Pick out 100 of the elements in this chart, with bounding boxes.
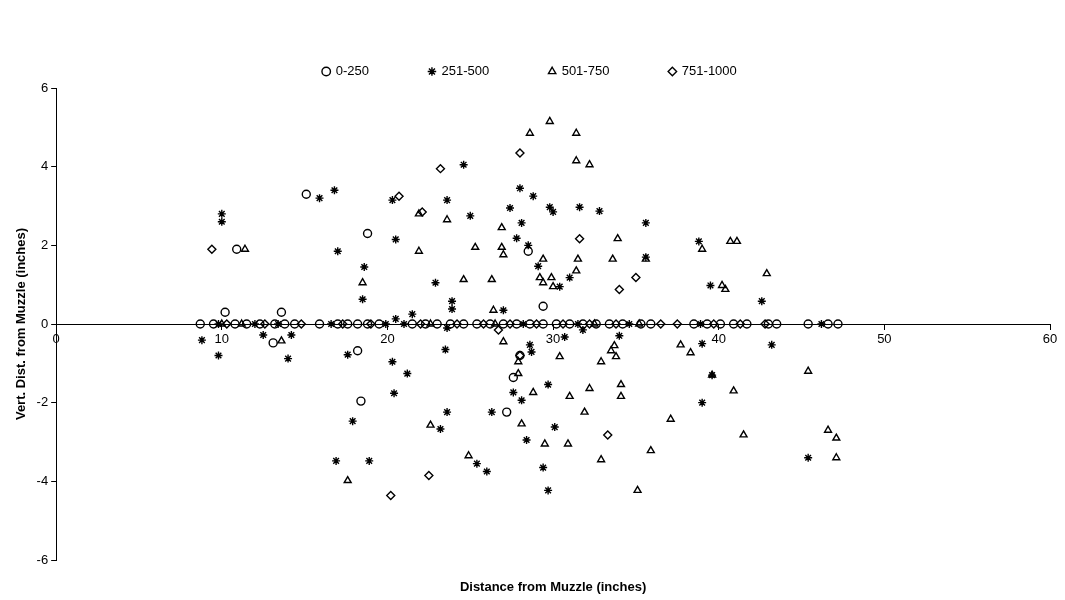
point — [525, 319, 535, 329]
point — [709, 319, 719, 329]
point — [220, 307, 230, 317]
point — [564, 319, 575, 329]
point — [407, 319, 417, 329]
legend-label: 501-750 — [561, 63, 610, 79]
point — [636, 319, 646, 329]
x-tick-label: 50 — [877, 331, 892, 347]
point — [417, 207, 427, 217]
point — [268, 338, 278, 348]
point — [502, 407, 512, 417]
point — [432, 319, 442, 329]
point — [458, 319, 469, 329]
y-tick-label: 2 — [40, 236, 49, 252]
point — [617, 319, 628, 329]
point — [515, 148, 525, 158]
point — [452, 319, 462, 329]
point — [374, 319, 384, 329]
point — [478, 319, 489, 329]
point — [646, 319, 656, 329]
point — [531, 319, 542, 329]
x-tick-label: 10 — [214, 331, 230, 347]
point — [574, 233, 585, 244]
point — [394, 191, 404, 201]
legend-label: 751-1000 — [681, 63, 737, 79]
point — [338, 319, 348, 329]
point — [386, 490, 396, 501]
point — [276, 307, 287, 317]
point — [803, 319, 813, 329]
point — [523, 246, 533, 256]
point — [420, 319, 431, 329]
point — [702, 319, 712, 329]
point — [362, 319, 373, 329]
point — [760, 319, 770, 329]
point — [604, 319, 615, 329]
x-tick-label: 40 — [711, 331, 726, 347]
point — [485, 319, 495, 329]
point — [424, 470, 434, 481]
point — [241, 319, 252, 329]
point — [472, 319, 482, 329]
point — [222, 319, 232, 329]
point — [538, 319, 548, 329]
point — [296, 319, 307, 329]
y-tick-label: 0 — [40, 315, 49, 331]
point — [833, 319, 843, 329]
point — [280, 319, 290, 329]
point — [735, 319, 745, 329]
y-axis-title: Vert. Dist. from Muzzle (inches) — [13, 227, 29, 421]
point — [207, 244, 217, 254]
point — [715, 319, 726, 329]
point — [356, 396, 366, 406]
point — [270, 319, 280, 329]
point — [591, 319, 601, 329]
point — [255, 319, 265, 329]
point — [260, 319, 270, 329]
y-tick-label: -6 — [36, 551, 49, 567]
point — [672, 319, 683, 329]
point — [230, 319, 240, 329]
point — [289, 319, 300, 329]
y-tick-label: -2 — [36, 394, 49, 410]
point — [558, 319, 568, 329]
point — [763, 319, 774, 329]
x-tick-label: 60 — [1042, 331, 1058, 347]
point — [232, 244, 242, 254]
y-tick-label: 6 — [40, 79, 49, 95]
x-tick-label: 30 — [545, 331, 561, 347]
point — [342, 319, 353, 329]
point — [631, 272, 641, 283]
point — [366, 319, 376, 329]
point — [498, 319, 509, 329]
point — [511, 319, 522, 329]
point — [578, 319, 588, 329]
point — [584, 319, 595, 329]
legend-label: 0-250 — [335, 63, 369, 79]
point — [195, 319, 205, 329]
point — [611, 319, 621, 329]
point — [505, 319, 515, 329]
point — [301, 189, 311, 199]
point — [508, 372, 519, 383]
point — [603, 430, 613, 440]
y-tick-label: 4 — [40, 158, 49, 174]
point — [823, 319, 833, 329]
point — [208, 319, 219, 329]
legend-label: 251-500 — [441, 63, 490, 79]
y-tick-label: -4 — [36, 472, 49, 488]
x-tick-label: 20 — [380, 331, 395, 347]
point — [742, 319, 752, 329]
point — [551, 319, 562, 329]
point — [362, 228, 373, 239]
point — [445, 319, 456, 329]
point — [689, 319, 699, 329]
point — [314, 319, 325, 329]
x-axis-title: Distance from Muzzle (inches) — [459, 579, 647, 595]
point — [352, 346, 363, 356]
point — [538, 301, 548, 311]
point — [493, 325, 504, 335]
point — [333, 319, 343, 329]
point — [771, 319, 782, 329]
point — [435, 163, 446, 174]
point — [614, 284, 625, 295]
